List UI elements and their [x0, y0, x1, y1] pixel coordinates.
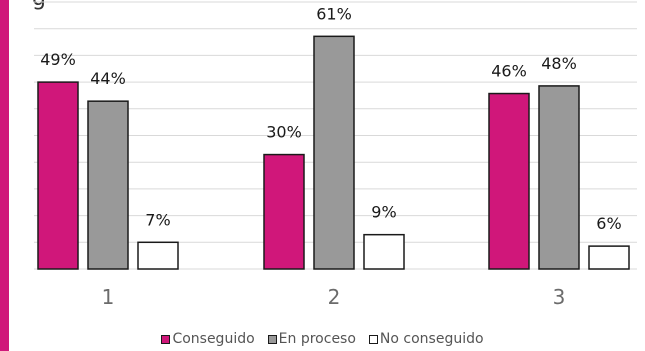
data-label-no-conseguido-3: 6%: [596, 214, 621, 233]
bar-en-proceso-3: [538, 85, 580, 270]
x-tick-label-3: 3: [553, 285, 566, 309]
legend-label-conseguido: Conseguido: [172, 331, 255, 347]
bar-conseguido-1: [37, 81, 79, 270]
bar-no-conseguido-2: [363, 233, 405, 270]
legend: Conseguido En proceso No conseguido: [0, 331, 645, 347]
accent-bar: [0, 0, 9, 351]
bar-no-conseguido-3: [588, 245, 630, 270]
bar-chart: 49% 44% 7% 1 30% 61% 9% 2 46% 48% 6% 3: [34, 1, 637, 309]
bar-en-proceso-2: [313, 35, 355, 270]
x-tick-label-2: 2: [328, 285, 341, 309]
bar-conseguido-3: [488, 92, 530, 270]
bar-no-conseguido-1: [137, 241, 179, 270]
legend-item-no-conseguido: No conseguido: [368, 331, 484, 347]
x-tick-label-1: 1: [102, 285, 115, 309]
legend-label-no-conseguido: No conseguido: [379, 331, 484, 347]
bar-conseguido-2: [263, 153, 305, 270]
data-label-conseguido-2: 30%: [266, 123, 302, 142]
data-label-no-conseguido-2: 9%: [371, 203, 396, 222]
legend-swatch-en-proceso: [267, 334, 277, 344]
data-label-en-proceso-1: 44%: [90, 69, 126, 88]
chart-title: g: [32, 0, 46, 11]
legend-label-en-proceso: En proceso: [278, 331, 356, 347]
legend-swatch-conseguido: [161, 334, 171, 344]
data-label-en-proceso-3: 48%: [541, 54, 577, 73]
data-label-no-conseguido-1: 7%: [145, 210, 170, 229]
legend-item-conseguido: Conseguido: [161, 331, 255, 347]
legend-swatch-no-conseguido: [368, 334, 378, 344]
bar-en-proceso-1: [87, 100, 129, 270]
legend-item-en-proceso: En proceso: [267, 331, 356, 347]
data-label-conseguido-1: 49%: [40, 50, 76, 69]
data-label-conseguido-3: 46%: [491, 62, 527, 81]
data-label-en-proceso-2: 61%: [316, 4, 352, 23]
